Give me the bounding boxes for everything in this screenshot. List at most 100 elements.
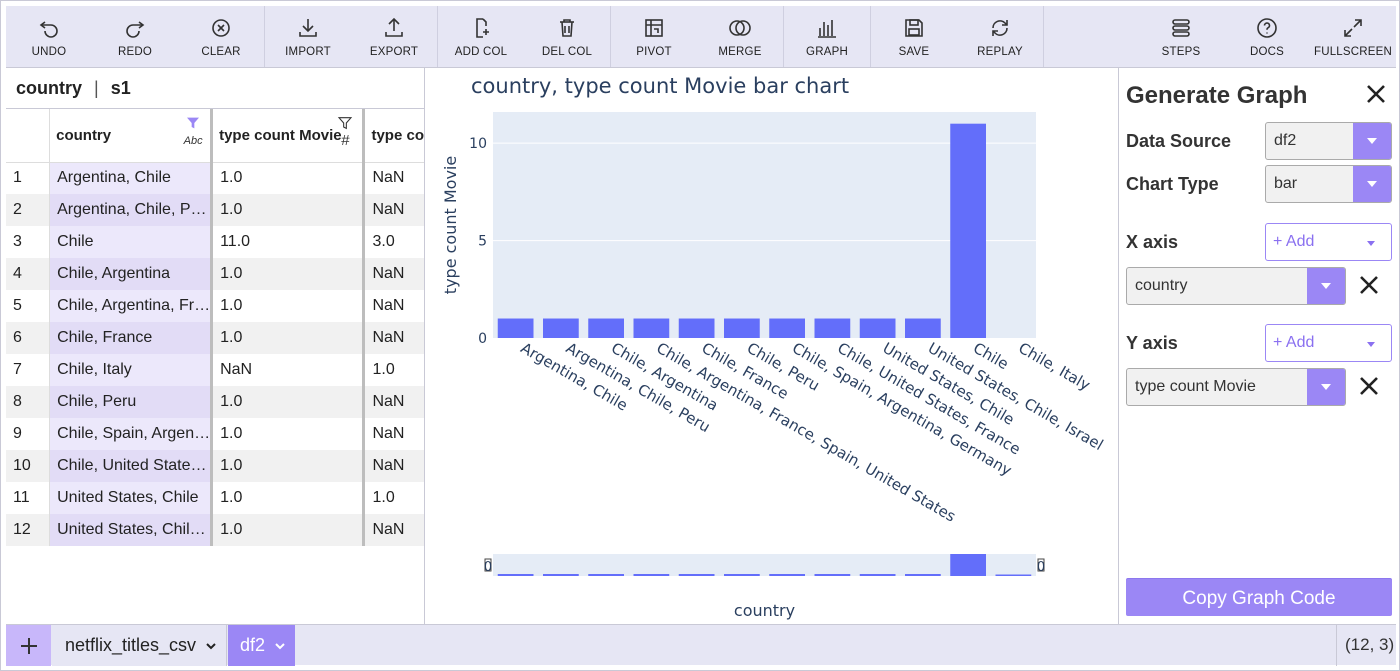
sheet-tab-netflix-titles[interactable]: netflix_titles_csv: [52, 625, 227, 666]
table-row[interactable]: 10 Chile, United State… 1.0 NaN: [6, 450, 424, 482]
bar: [678, 318, 715, 338]
row-index: 12: [6, 514, 51, 546]
cell-type-count-tv[interactable]: NaN: [372, 297, 405, 314]
fullscreen-button[interactable]: FULLSCREEN: [1310, 6, 1396, 67]
save-label: SAVE: [898, 46, 930, 58]
import-button[interactable]: IMPORT: [265, 6, 351, 67]
sheet-tab-df2[interactable]: df2: [228, 625, 295, 666]
pivot-button[interactable]: PIVOT: [611, 6, 697, 67]
cell-type-count-tv[interactable]: NaN: [372, 425, 405, 442]
table-row[interactable]: 6 Chile, France 1.0 NaN: [6, 322, 424, 354]
add-col-button[interactable]: ADD COL: [438, 6, 524, 67]
range-slider-bar: [814, 574, 851, 576]
cell-country[interactable]: Chile, Argentina, Fr…: [49, 290, 214, 322]
graph-button[interactable]: GRAPH: [784, 6, 870, 67]
cell-country[interactable]: Chile: [49, 226, 214, 258]
steps-button[interactable]: STEPS: [1138, 6, 1224, 67]
column-filter[interactable]: Abc: [180, 115, 206, 147]
cell-type-count-movie[interactable]: 1.0: [211, 450, 366, 482]
chart-type-label: Chart Type: [1126, 174, 1219, 194]
cell-type-count-movie[interactable]: 1.0: [211, 194, 366, 226]
column-header-type-count-tv[interactable]: type co: [363, 109, 424, 163]
table-row[interactable]: 5 Chile, Argentina, Fr… 1.0 NaN: [6, 290, 424, 322]
cell-type-count-movie[interactable]: 1.0: [211, 482, 366, 514]
cell-type-count-tv[interactable]: NaN: [372, 169, 405, 187]
cell-type-count-tv[interactable]: NaN: [363, 450, 424, 482]
filter-icon[interactable]: [336, 115, 354, 131]
y-axis-add-button[interactable]: + Add: [1265, 324, 1392, 362]
table-row[interactable]: 3 Chile 11.0 3.0: [6, 226, 424, 258]
merge-button[interactable]: MERGE: [697, 6, 783, 67]
cell-type-count-tv[interactable]: 1.0: [372, 489, 395, 506]
del-col-button[interactable]: DEL COL: [524, 6, 610, 67]
merge-icon: [729, 20, 751, 36]
cell-country[interactable]: Chile, Argentina: [49, 258, 214, 290]
x-axis-select[interactable]: country: [1126, 267, 1346, 305]
chevron-down-icon[interactable]: [1353, 123, 1391, 159]
filter-active-icon[interactable]: [185, 115, 201, 131]
cell-type-count-tv[interactable]: NaN: [363, 258, 424, 290]
copy-graph-code-button[interactable]: Copy Graph Code: [1126, 578, 1392, 616]
replay-button[interactable]: REPLAY: [957, 6, 1043, 67]
header-separator: |: [94, 77, 99, 98]
cell-type-count-movie[interactable]: 1.0: [211, 258, 366, 290]
cell-country[interactable]: Chile, Peru: [49, 386, 214, 418]
column-header-type-count-movie[interactable]: type count Movie #: [211, 109, 366, 163]
column-header-label: country: [56, 126, 112, 144]
cell-type-count-tv[interactable]: NaN: [363, 194, 424, 226]
cell-country[interactable]: Chile, France: [49, 322, 214, 354]
undo-button[interactable]: UNDO: [6, 6, 92, 67]
cell-country[interactable]: United States, Chil…: [49, 514, 214, 546]
bar: [543, 318, 579, 338]
add-sheet-button[interactable]: [6, 625, 51, 666]
redo-button[interactable]: REDO: [92, 6, 178, 67]
table-row[interactable]: 2 Argentina, Chile, P… 1.0 NaN: [6, 194, 424, 226]
table-row[interactable]: 7 Chile, Italy NaN 1.0: [6, 354, 424, 386]
table-row[interactable]: 11 United States, Chile 1.0 1.0: [6, 482, 424, 514]
cell-country[interactable]: Chile, Spain, Argen…: [49, 418, 214, 450]
column-filter[interactable]: #: [332, 115, 358, 148]
data-source-select[interactable]: df2: [1265, 122, 1392, 160]
cell-type-count-movie[interactable]: 1.0: [211, 162, 366, 194]
cell-type-count-movie[interactable]: 1.0: [211, 290, 366, 322]
remove-y-axis-icon[interactable]: [1357, 374, 1381, 398]
cell-country[interactable]: Argentina, Chile, P…: [49, 194, 214, 226]
export-button[interactable]: EXPORT: [351, 6, 437, 67]
cell-country[interactable]: Chile, Italy: [49, 354, 214, 386]
cell-country[interactable]: United States, Chile: [49, 482, 214, 514]
cell-type-count-movie[interactable]: NaN: [211, 354, 366, 386]
chevron-down-icon[interactable]: [1307, 369, 1345, 405]
cell-country[interactable]: Chile, United State…: [49, 450, 214, 482]
cell-type-count-tv[interactable]: 1.0: [372, 361, 395, 378]
close-icon[interactable]: [1364, 82, 1388, 106]
chevron-down-icon[interactable]: [1353, 166, 1391, 202]
docs-button[interactable]: DOCS: [1224, 6, 1310, 67]
column-header-label: type co: [371, 126, 424, 144]
save-button[interactable]: SAVE: [871, 6, 957, 67]
x-axis-add-button[interactable]: + Add: [1265, 223, 1392, 261]
cell-type-count-movie[interactable]: 11.0: [211, 226, 366, 258]
table-row[interactable]: 12 United States, Chil… 1.0 NaN: [6, 514, 424, 546]
chart-type-select[interactable]: bar: [1265, 165, 1392, 203]
table-row[interactable]: 8 Chile, Peru 1.0 NaN: [6, 386, 424, 418]
cell-country[interactable]: Argentina, Chile: [49, 162, 214, 194]
cell-type-count-movie[interactable]: 1.0: [211, 386, 366, 418]
table-row[interactable]: 1 Argentina, Chile 1.0 NaN: [6, 162, 424, 194]
chevron-down-icon[interactable]: [1307, 268, 1345, 304]
cell-type-count-tv[interactable]: NaN: [363, 514, 424, 546]
clear-button[interactable]: CLEAR: [178, 6, 264, 67]
cell-type-count-tv[interactable]: 3.0: [372, 233, 395, 250]
cell-type-count-tv[interactable]: NaN: [363, 386, 424, 418]
column-header-country[interactable]: country Abc: [49, 109, 214, 163]
remove-x-axis-icon[interactable]: [1357, 273, 1381, 297]
cell-type-count-tv[interactable]: NaN: [363, 322, 424, 354]
cell-type-count-movie[interactable]: 1.0: [211, 322, 366, 354]
cell-type-count-movie[interactable]: 1.0: [211, 418, 366, 450]
y-axis-select[interactable]: type count Movie: [1126, 368, 1346, 406]
bar: [814, 318, 851, 338]
cell-type-count-movie[interactable]: 1.0: [211, 514, 366, 546]
table-row[interactable]: 9 Chile, Spain, Argen… 1.0 NaN: [6, 418, 424, 450]
row-index: 11: [6, 482, 51, 514]
toolbar-group-columns: ADD COL DEL COL: [438, 6, 611, 67]
table-row[interactable]: 4 Chile, Argentina 1.0 NaN: [6, 258, 424, 290]
